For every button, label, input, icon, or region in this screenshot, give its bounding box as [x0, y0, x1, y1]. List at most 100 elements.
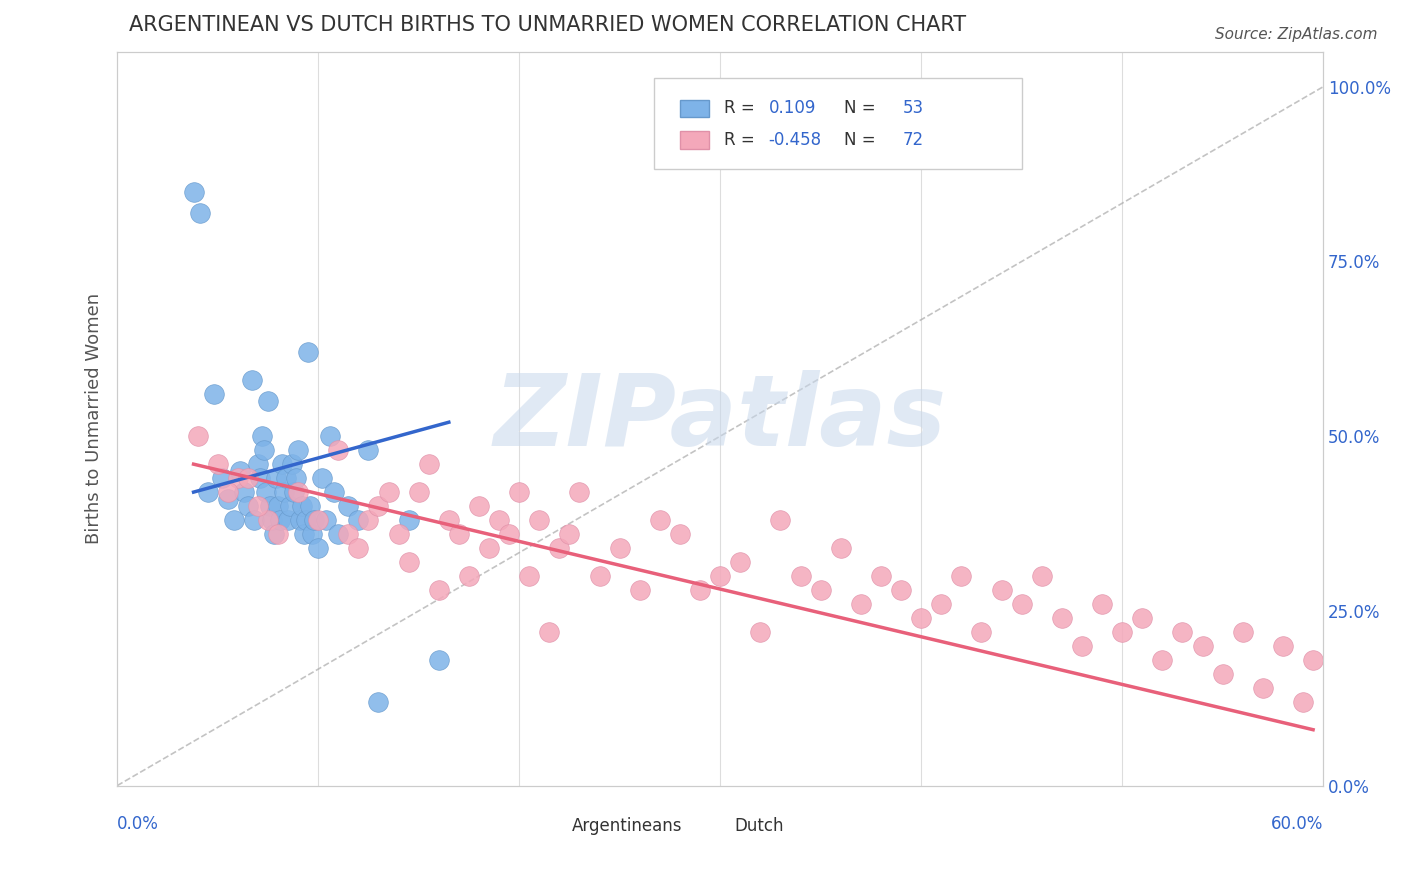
Point [458, 569, 481, 583]
Point [254, 485, 277, 500]
Point [253, 443, 276, 458]
Point [273, 485, 295, 500]
Point [226, 471, 249, 485]
Point [870, 569, 893, 583]
Point [257, 394, 280, 409]
Point [890, 582, 912, 597]
Point [232, 485, 254, 500]
Point [337, 499, 360, 513]
Point [236, 471, 259, 485]
Text: N =: N = [845, 131, 882, 149]
Text: 72: 72 [903, 131, 924, 149]
Point [311, 471, 333, 485]
Point [222, 513, 245, 527]
Point [243, 513, 266, 527]
Text: -0.458: -0.458 [769, 131, 821, 149]
Point [197, 485, 219, 500]
Point [288, 513, 311, 527]
Point [910, 611, 932, 625]
Point [1171, 624, 1194, 639]
Point [689, 582, 711, 597]
Point [789, 569, 811, 583]
Point [287, 443, 309, 458]
Point [249, 471, 271, 485]
Point [347, 541, 370, 555]
Text: 60.0%: 60.0% [1271, 815, 1323, 833]
Point [377, 485, 399, 500]
Point [418, 457, 440, 471]
Point [830, 541, 852, 555]
Point [202, 387, 225, 401]
Point [558, 527, 581, 541]
Point [295, 513, 318, 527]
Point [188, 205, 211, 219]
Point [246, 499, 269, 513]
Point [217, 492, 239, 507]
Point [427, 653, 450, 667]
Point [259, 499, 281, 513]
Point [849, 597, 872, 611]
Point [437, 513, 460, 527]
Point [468, 499, 491, 513]
Point [1091, 597, 1114, 611]
Point [529, 513, 551, 527]
Point [609, 541, 631, 555]
Point [478, 541, 501, 555]
Point [769, 513, 792, 527]
Point [285, 471, 308, 485]
Point [447, 527, 470, 541]
Point [307, 541, 329, 555]
Point [250, 429, 273, 443]
Point [517, 569, 540, 583]
Point [283, 485, 305, 500]
Point [508, 485, 530, 500]
Point [337, 527, 360, 541]
FancyBboxPatch shape [654, 78, 1022, 169]
Point [1152, 653, 1174, 667]
Text: Dutch: Dutch [735, 817, 785, 835]
Point [427, 582, 450, 597]
Point [260, 513, 283, 527]
Point [328, 443, 350, 458]
Point [315, 513, 337, 527]
Point [319, 429, 342, 443]
Text: 53: 53 [903, 99, 924, 118]
Point [669, 527, 692, 541]
Point [730, 555, 752, 569]
Point [950, 569, 973, 583]
Point [264, 471, 287, 485]
FancyBboxPatch shape [546, 819, 565, 833]
Point [387, 527, 409, 541]
Point [328, 527, 350, 541]
Point [357, 443, 380, 458]
Text: R =: R = [724, 99, 759, 118]
Point [568, 485, 591, 500]
Point [1031, 569, 1053, 583]
Point [367, 695, 389, 709]
Point [1111, 624, 1133, 639]
Point [398, 513, 420, 527]
Text: N =: N = [845, 99, 882, 118]
Point [302, 513, 325, 527]
Point [278, 499, 301, 513]
Point [257, 513, 280, 527]
Point [398, 555, 420, 569]
Point [207, 457, 229, 471]
Point [1130, 611, 1153, 625]
FancyBboxPatch shape [681, 100, 709, 117]
Point [299, 499, 322, 513]
Point [810, 582, 832, 597]
Point [277, 513, 299, 527]
Point [709, 569, 731, 583]
Text: Argentineans: Argentineans [572, 817, 682, 835]
Point [498, 527, 520, 541]
Point [269, 513, 291, 527]
Point [628, 582, 651, 597]
Point [187, 429, 209, 443]
Text: R =: R = [724, 131, 759, 149]
Point [236, 499, 259, 513]
Point [246, 457, 269, 471]
Text: Source: ZipAtlas.com: Source: ZipAtlas.com [1215, 27, 1378, 42]
Point [929, 597, 952, 611]
Point [749, 624, 772, 639]
